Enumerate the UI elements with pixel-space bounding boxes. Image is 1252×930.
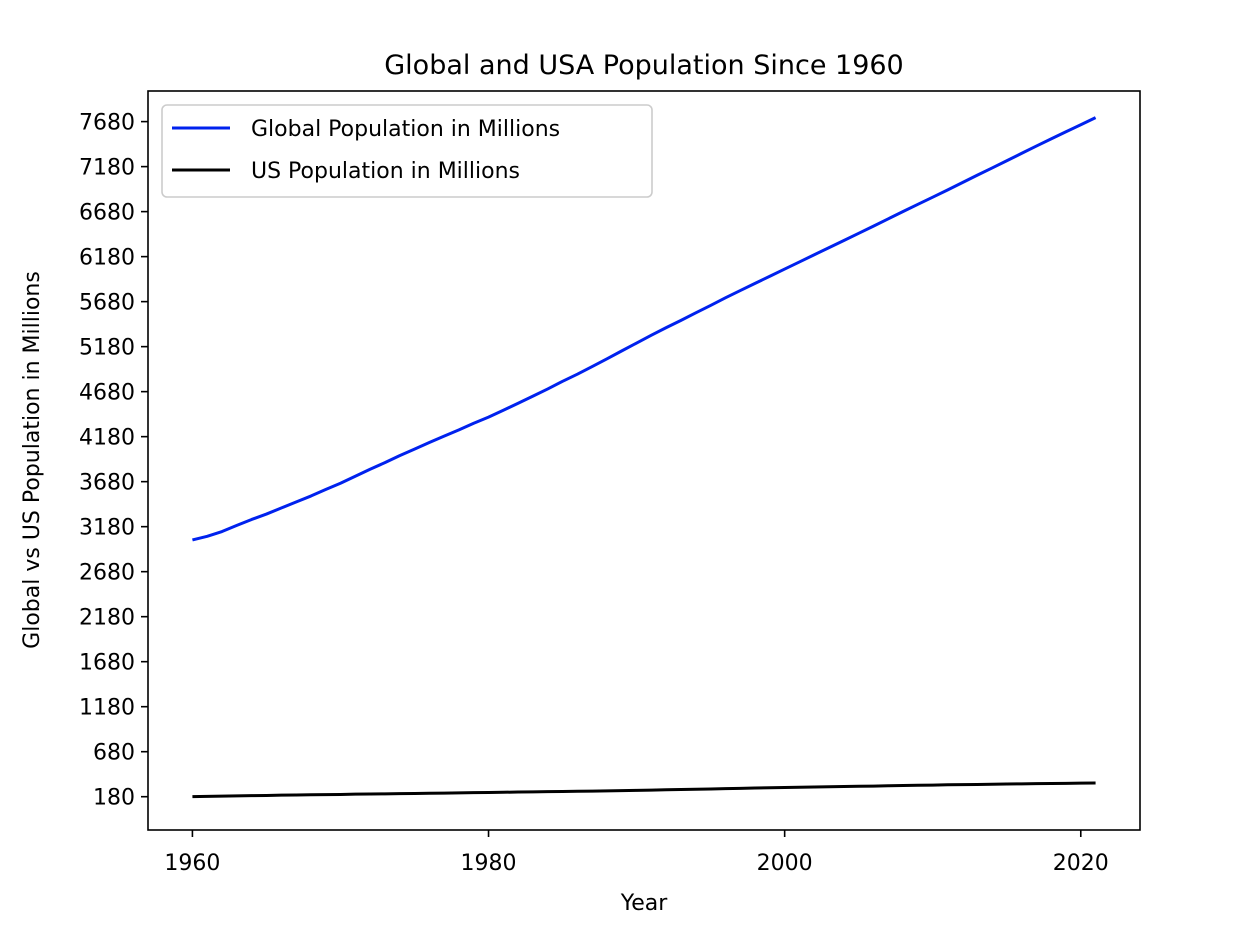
chart-title: Global and USA Population Since 1960	[384, 50, 904, 81]
y-tick-label: 2680	[79, 561, 135, 586]
x-tick-label: 1960	[164, 851, 220, 876]
y-tick-label: 5180	[79, 336, 135, 361]
plot-area: 1960 1980 2000 2020 180 680 1180 1680 2180 2680 3…	[79, 90, 1141, 876]
legend: Global Population in Millions US Populat…	[161, 104, 653, 198]
legend-box	[161, 104, 653, 198]
y-tick-label: 3680	[79, 471, 135, 496]
y-tick-label: 7180	[79, 156, 135, 181]
y-tick-label: 4180	[79, 426, 135, 451]
legend-label-us: US Population in Millions	[251, 159, 520, 184]
legend-label-global: Global Population in Millions	[251, 117, 560, 142]
axes-frame	[147, 90, 1141, 831]
y-tick-label: 2180	[79, 606, 135, 631]
y-axis-label: Global vs US Population in Millions	[20, 271, 45, 649]
x-axis-ticks: 1960 1980 2000 2020	[164, 830, 1109, 876]
y-tick-label: 5680	[79, 291, 135, 316]
y-tick-label: 6180	[79, 246, 135, 271]
global-population-line	[192, 116, 1097, 542]
x-tick-label: 2020	[1053, 851, 1109, 876]
us-population-line	[192, 781, 1096, 799]
y-tick-label: 7680	[79, 111, 135, 136]
y-tick-label: 3180	[79, 516, 135, 541]
x-tick-label: 2000	[757, 851, 813, 876]
y-axis-ticks: 180 680 1180 1680 2180 2680 3180 3680 4180 4680 51…	[79, 111, 148, 811]
y-tick-label: 180	[93, 786, 135, 811]
x-tick-label: 1980	[461, 851, 517, 876]
y-tick-label: 680	[93, 741, 135, 766]
series-group	[192, 116, 1097, 799]
y-tick-label: 6680	[79, 201, 135, 226]
y-tick-label: 1680	[79, 651, 135, 676]
x-axis-label: Year	[620, 891, 669, 916]
y-tick-label: 1180	[79, 696, 135, 721]
y-tick-label: 4680	[79, 381, 135, 406]
